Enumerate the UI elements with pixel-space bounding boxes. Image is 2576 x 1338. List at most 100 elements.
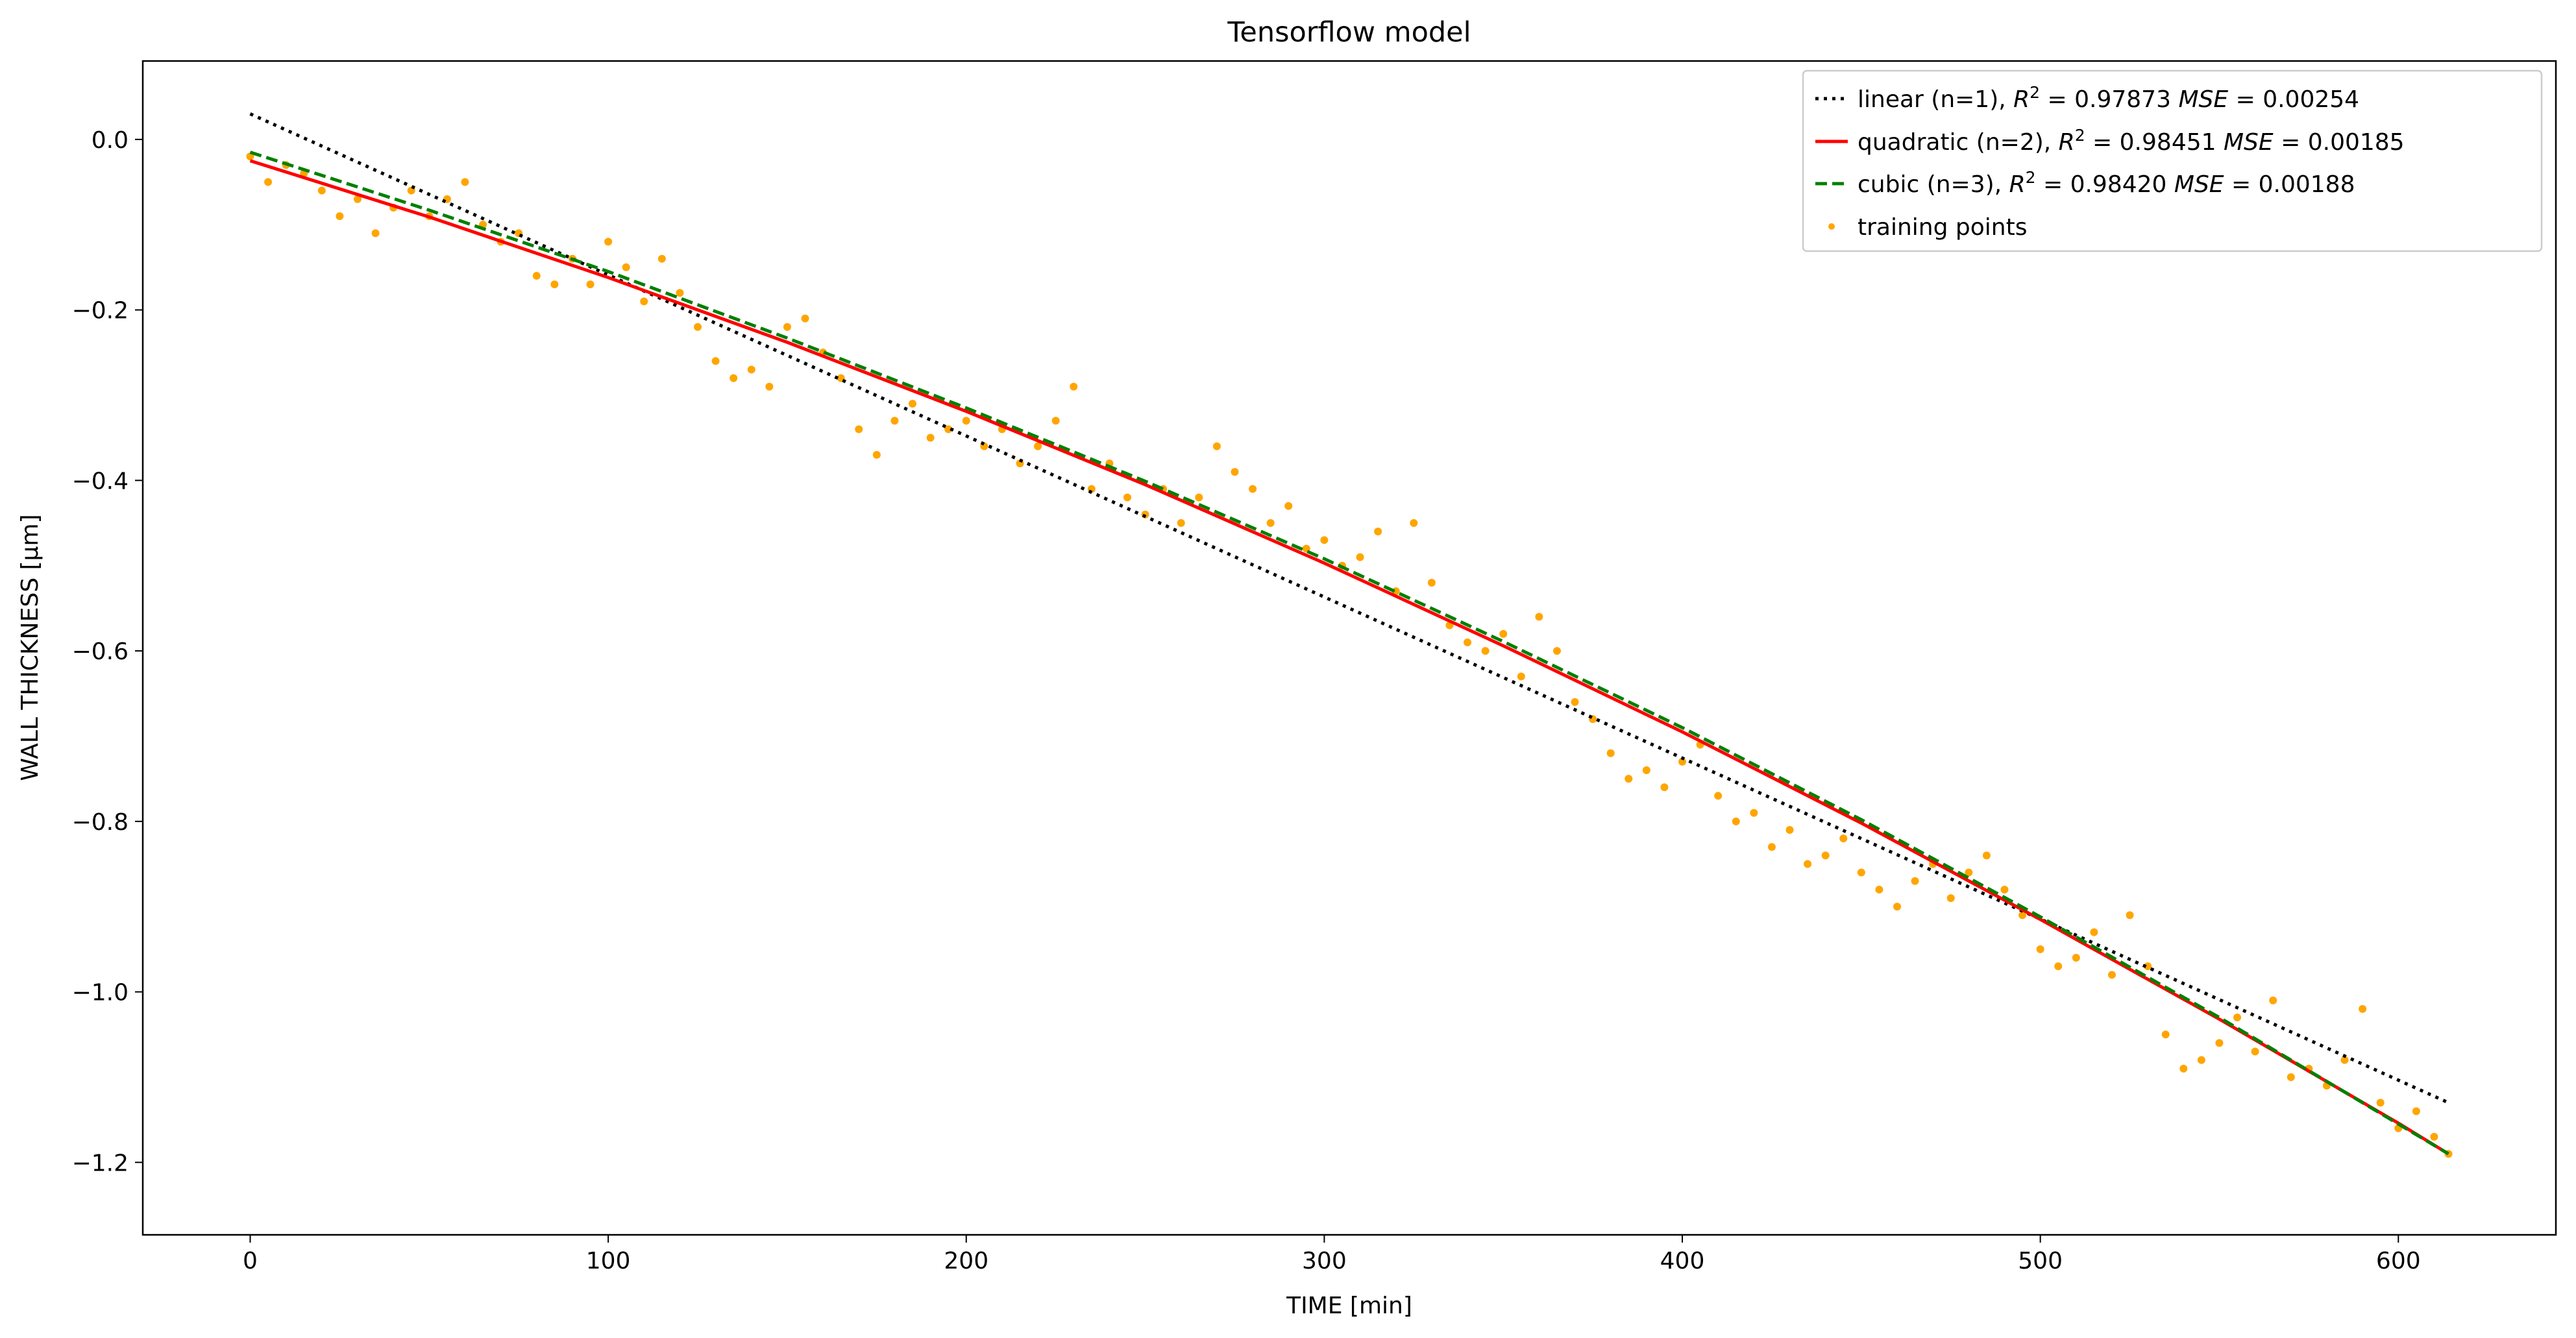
training-point xyxy=(1785,825,1794,834)
training-point xyxy=(2376,1099,2385,1107)
training-point xyxy=(1499,629,1508,638)
training-point xyxy=(2251,1047,2259,1056)
training-point xyxy=(890,417,899,425)
training-point xyxy=(1320,536,1329,544)
training-point xyxy=(2269,996,2277,1004)
x-tick-label: 0 xyxy=(243,1248,258,1274)
training-point xyxy=(2430,1132,2438,1141)
y-tick-label: −0.6 xyxy=(72,639,129,665)
training-point xyxy=(1427,579,1436,587)
training-point xyxy=(855,425,863,433)
training-point xyxy=(2126,911,2134,919)
training-point xyxy=(926,433,935,442)
training-point xyxy=(944,425,953,433)
fit-line-quadratic xyxy=(249,159,2449,1156)
training-point xyxy=(2340,1056,2349,1064)
x-axis-label: TIME [min] xyxy=(1286,1293,1412,1319)
training-point xyxy=(2072,954,2080,962)
training-point xyxy=(1070,382,1078,391)
training-point xyxy=(1177,519,1185,528)
axes-frame xyxy=(141,60,2557,1236)
training-point xyxy=(711,357,720,365)
training-point xyxy=(1571,698,1579,706)
training-point xyxy=(1284,502,1293,510)
training-point xyxy=(622,263,630,271)
training-point xyxy=(640,297,648,306)
training-point xyxy=(336,212,344,221)
y-axis: 0.0 −0.2 −0.4 −0.6 −0.8 −1.0 −1.2 xyxy=(72,127,143,1176)
y-tick-label: −1.0 xyxy=(72,980,129,1006)
training-point xyxy=(2359,1004,2367,1013)
training-point xyxy=(1678,757,1687,766)
y-axis-label: WALL THICKNESS [µm] xyxy=(17,514,43,781)
y-tick-label: −1.2 xyxy=(72,1150,129,1176)
training-point xyxy=(1051,417,1060,425)
training-point xyxy=(1195,493,1203,502)
training-point xyxy=(694,322,702,331)
training-point xyxy=(1249,485,1257,493)
x-tick-label: 100 xyxy=(586,1248,631,1274)
training-point xyxy=(461,178,469,186)
fit-line-linear xyxy=(249,112,2449,1104)
training-point xyxy=(1517,672,1525,681)
training-point xyxy=(962,417,970,425)
training-point xyxy=(1857,868,1865,877)
x-tick-label: 600 xyxy=(2376,1248,2421,1274)
training-point xyxy=(1231,468,1239,476)
training-point xyxy=(1123,493,1131,502)
training-point xyxy=(657,254,666,263)
training-point xyxy=(1767,843,1776,851)
legend-quadratic-label: quadratic (n=2), R2 = 0.98451 MSE = 0.00… xyxy=(1858,126,2405,156)
training-point xyxy=(1965,868,1973,877)
x-tick-label: 400 xyxy=(1660,1248,1705,1274)
training-point xyxy=(532,272,541,280)
training-point xyxy=(676,289,684,297)
training-point xyxy=(604,237,613,246)
x-tick-label: 200 xyxy=(944,1248,988,1274)
training-point xyxy=(1839,834,1848,843)
x-axis: 0 100 200 300 400 500 600 xyxy=(243,1235,2421,1274)
training-point xyxy=(2144,962,2152,971)
training-point xyxy=(1481,647,1490,655)
training-point xyxy=(1732,817,1740,825)
training-point xyxy=(2215,1039,2224,1047)
training-point xyxy=(1750,809,1758,817)
training-point xyxy=(1464,638,1472,646)
training-point xyxy=(1212,442,1221,450)
training-point xyxy=(2233,1014,2242,1021)
legend-linear-label: linear (n=1), R2 = 0.97873 MSE = 0.00254 xyxy=(1858,83,2359,113)
training-point xyxy=(909,400,917,408)
training-point xyxy=(1535,613,1543,621)
training-point xyxy=(1552,647,1561,655)
training-point xyxy=(371,229,380,237)
training-point xyxy=(872,450,881,459)
training-point xyxy=(2179,1064,2188,1073)
training-point xyxy=(1410,519,1418,528)
legend-training-points-marker xyxy=(1828,223,1835,230)
training-point xyxy=(353,195,362,203)
training-point xyxy=(801,314,809,322)
training-point xyxy=(765,382,774,391)
y-tick-label: −0.8 xyxy=(72,809,129,836)
training-point xyxy=(2412,1107,2420,1115)
legend-cubic-label: cubic (n=3), R2 = 0.98420 MSE = 0.00188 xyxy=(1858,168,2355,198)
training-point xyxy=(2036,945,2044,953)
x-tick-label: 500 xyxy=(2018,1248,2063,1274)
plot-area xyxy=(246,112,2453,1158)
training-point xyxy=(2161,1030,2170,1039)
training-point xyxy=(1821,851,1830,860)
x-tick-label: 300 xyxy=(1302,1248,1347,1274)
training-point xyxy=(264,178,273,186)
training-point xyxy=(2000,885,2009,894)
legend: linear (n=1), R2 = 0.97873 MSE = 0.00254… xyxy=(1802,69,2543,252)
training-point xyxy=(2018,911,2027,919)
training-point xyxy=(1642,766,1650,775)
training-point xyxy=(1625,775,1633,783)
training-point xyxy=(550,280,559,289)
training-point xyxy=(317,186,326,195)
legend-box xyxy=(1802,69,2543,252)
training-point xyxy=(1660,783,1669,792)
training-point xyxy=(747,365,755,374)
y-tick-label: −0.4 xyxy=(72,468,129,494)
